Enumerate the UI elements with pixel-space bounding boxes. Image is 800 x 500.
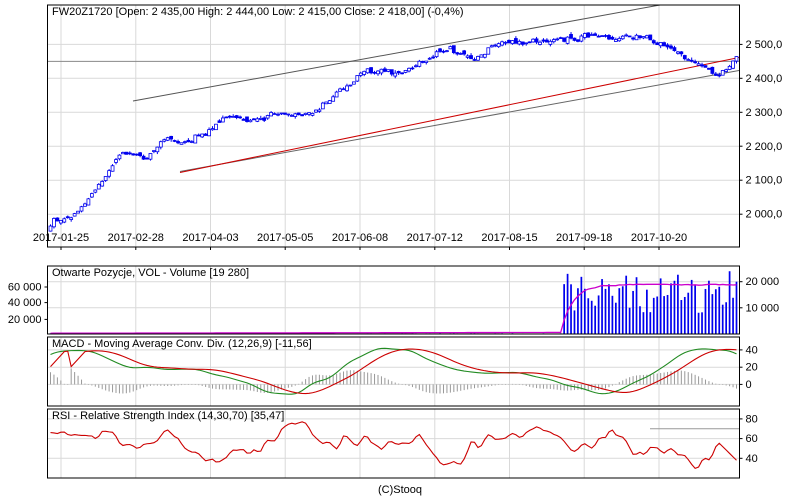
svg-text:2 400,0: 2 400,0 [746, 73, 783, 85]
svg-text:40: 40 [746, 344, 758, 356]
svg-text:Otwarte Pozycje, VOL - Volume: Otwarte Pozycje, VOL - Volume [19 280] [52, 267, 249, 279]
svg-text:2 000,0: 2 000,0 [746, 209, 783, 221]
svg-text:FW20Z1720 [Open: 2 435,00 Hig: FW20Z1720 [Open: 2 435,00 High: 2 444,00… [52, 6, 464, 18]
svg-text:2017-05-05: 2017-05-05 [257, 232, 313, 244]
svg-text:20 000: 20 000 [746, 276, 780, 288]
svg-text:10 000: 10 000 [746, 302, 780, 314]
svg-text:2 100,0: 2 100,0 [746, 175, 783, 187]
svg-text:2017-04-03: 2017-04-03 [182, 232, 238, 244]
svg-text:60: 60 [746, 433, 758, 445]
svg-text:20: 20 [746, 362, 758, 374]
svg-text:2017-09-18: 2017-09-18 [556, 232, 612, 244]
svg-text:2017-01-25: 2017-01-25 [33, 232, 89, 244]
svg-text:(C)Stooq: (C)Stooq [378, 484, 422, 496]
svg-text:40: 40 [746, 453, 758, 465]
svg-text:2 500,0: 2 500,0 [746, 39, 783, 51]
svg-text:2017-06-08: 2017-06-08 [332, 232, 388, 244]
svg-text:MACD - Moving Average Conv. Di: MACD - Moving Average Conv. Div. (12,26,… [52, 338, 312, 350]
svg-text:2017-07-12: 2017-07-12 [407, 232, 463, 244]
svg-text:20 000: 20 000 [8, 314, 42, 326]
svg-text:2017-08-15: 2017-08-15 [481, 232, 537, 244]
svg-text:60 000: 60 000 [8, 282, 42, 294]
svg-text:2017-10-20: 2017-10-20 [631, 232, 687, 244]
svg-text:0: 0 [746, 379, 752, 391]
svg-text:RSI - Relative Strength Index: RSI - Relative Strength Index (14,30,70)… [52, 410, 284, 422]
svg-text:40 000: 40 000 [8, 297, 42, 309]
svg-text:2 300,0: 2 300,0 [746, 107, 783, 119]
svg-text:2 200,0: 2 200,0 [746, 141, 783, 153]
svg-text:80: 80 [746, 413, 758, 425]
svg-text:2017-02-28: 2017-02-28 [108, 232, 164, 244]
